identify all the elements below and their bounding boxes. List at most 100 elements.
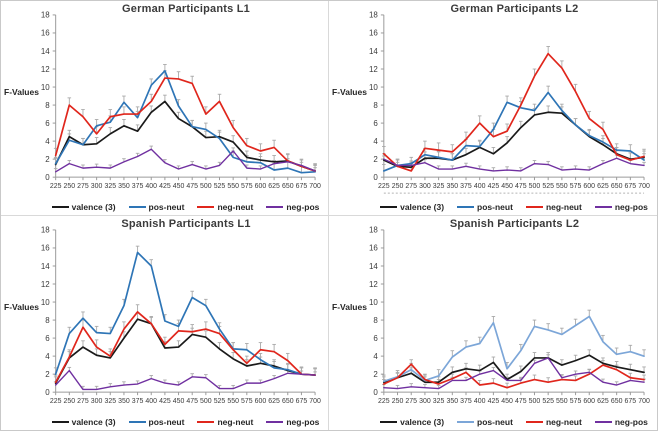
x-tick-label: 675: [625, 398, 637, 405]
y-tick-label: 16: [369, 29, 378, 38]
series-line-neg-pos: [54, 369, 316, 391]
series-line-neg-pos: [383, 157, 645, 172]
y-tick-label: 10: [369, 298, 378, 307]
x-tick-label: 225: [378, 398, 390, 405]
y-tick-label: 6: [373, 119, 378, 128]
series-line-pos-neut: [54, 69, 316, 174]
series-line-valence-3-: [382, 111, 645, 169]
x-tick-label: 475: [515, 398, 527, 405]
legend-item-pos-neut: pos-neut: [128, 417, 184, 427]
legend-line-swatch: [197, 421, 215, 423]
x-tick-label: 525: [214, 398, 226, 405]
series-line-neg-neut: [382, 52, 645, 172]
legend-item-neg-pos: neg-pos: [266, 417, 319, 427]
panel-spanish-l2: Spanish Participants L2 F-Values 0 2 4 6 8 10…: [329, 216, 657, 430]
legend-label: pos-neut: [477, 417, 513, 427]
legend-line-swatch: [266, 421, 284, 423]
chart-legend: valence (3) pos-neut neg-neut neg-pos: [51, 202, 320, 212]
legend-item-valence-3-: valence (3): [380, 417, 444, 427]
x-tick-label: 450: [173, 398, 185, 405]
x-tick-label: 525: [542, 398, 554, 405]
x-tick-label: 500: [529, 183, 541, 190]
y-tick-label: 2: [45, 155, 50, 164]
legend-line-swatch: [128, 421, 146, 423]
x-tick-label: 550: [556, 398, 568, 405]
y-tick-label: 10: [41, 298, 50, 307]
legend-label: pos-neut: [148, 202, 185, 212]
x-tick-label: 600: [583, 398, 595, 405]
legend-line-swatch: [525, 421, 543, 423]
y-tick-label: 8: [45, 101, 50, 110]
y-tick-label: 6: [45, 119, 50, 128]
x-tick-label: 675: [625, 183, 637, 190]
x-tick-label: 650: [611, 398, 623, 405]
legend-line-swatch: [51, 206, 69, 208]
x-tick-label: 575: [241, 183, 253, 190]
x-tick-label: 575: [241, 398, 253, 405]
x-tick-label: 425: [488, 398, 500, 405]
legend-label: neg-neut: [545, 417, 582, 427]
x-tick-label: 550: [556, 183, 568, 190]
x-tick-label: 325: [104, 183, 116, 190]
series-line-valence-3-: [54, 318, 316, 384]
legend-item-neg-neut: neg-neut: [525, 202, 582, 212]
chart-legend: valence (3) pos-neut neg-neut neg-pos: [51, 417, 320, 427]
x-tick-label: 250: [392, 398, 404, 405]
legend-label: pos-neut: [477, 202, 513, 212]
y-axis-label: F-Values: [332, 86, 367, 97]
x-tick-label: 575: [570, 398, 582, 405]
series-line-neg-pos: [383, 357, 645, 390]
x-tick-label: 225: [50, 183, 62, 190]
x-tick-label: 325: [104, 398, 116, 405]
y-tick-label: 14: [369, 262, 378, 271]
y-tick-label: 0: [373, 173, 378, 182]
legend-item-neg-pos: neg-pos: [266, 202, 319, 212]
y-tick-label: 16: [41, 244, 50, 253]
x-tick-label: 575: [570, 183, 582, 190]
y-tick-label: 18: [369, 11, 378, 20]
x-tick-label: 625: [597, 183, 609, 190]
legend-label: neg-neut: [217, 202, 254, 212]
legend-line-swatch: [197, 206, 215, 208]
y-tick-label: 18: [41, 226, 50, 235]
y-tick-label: 2: [45, 370, 50, 379]
legend-label: valence (3): [400, 417, 445, 427]
y-tick-label: 2: [373, 155, 378, 164]
y-tick-label: 8: [45, 316, 50, 325]
x-tick-label: 650: [282, 398, 294, 405]
y-tick-label: 4: [45, 352, 50, 361]
y-tick-label: 6: [373, 334, 378, 343]
x-tick-label: 250: [64, 183, 76, 190]
x-tick-label: 525: [214, 183, 226, 190]
x-tick-label: 275: [405, 183, 417, 190]
x-tick-label: 375: [132, 398, 144, 405]
x-tick-label: 600: [255, 183, 267, 190]
x-tick-label: 625: [268, 398, 280, 405]
x-tick-label: 250: [64, 398, 76, 405]
legend-item-pos-neut: pos-neut: [457, 417, 513, 427]
x-tick-label: 325: [433, 183, 445, 190]
x-tick-label: 675: [296, 183, 308, 190]
x-tick-label: 225: [378, 183, 390, 190]
legend-line-swatch: [51, 421, 69, 423]
x-tick-label: 400: [145, 398, 157, 405]
legend-item-valence-3-: valence (3): [380, 202, 444, 212]
y-tick-label: 14: [41, 262, 50, 271]
y-tick-label: 0: [45, 388, 50, 397]
y-axis-label: F-Values: [4, 301, 39, 312]
x-tick-label: 225: [50, 398, 62, 405]
x-tick-label: 450: [501, 398, 513, 405]
y-tick-label: 14: [369, 47, 378, 56]
legend-item-neg-pos: neg-pos: [594, 202, 648, 212]
legend-item-neg-neut: neg-neut: [197, 417, 253, 427]
y-tick-label: 0: [45, 173, 50, 182]
x-tick-label: 350: [118, 398, 130, 405]
x-tick-label: 275: [77, 183, 89, 190]
legend-item-pos-neut: pos-neut: [128, 202, 185, 212]
legend-item-neg-neut: neg-neut: [525, 417, 582, 427]
y-tick-label: 18: [41, 11, 50, 20]
y-axis-label: F-Values: [332, 301, 367, 312]
